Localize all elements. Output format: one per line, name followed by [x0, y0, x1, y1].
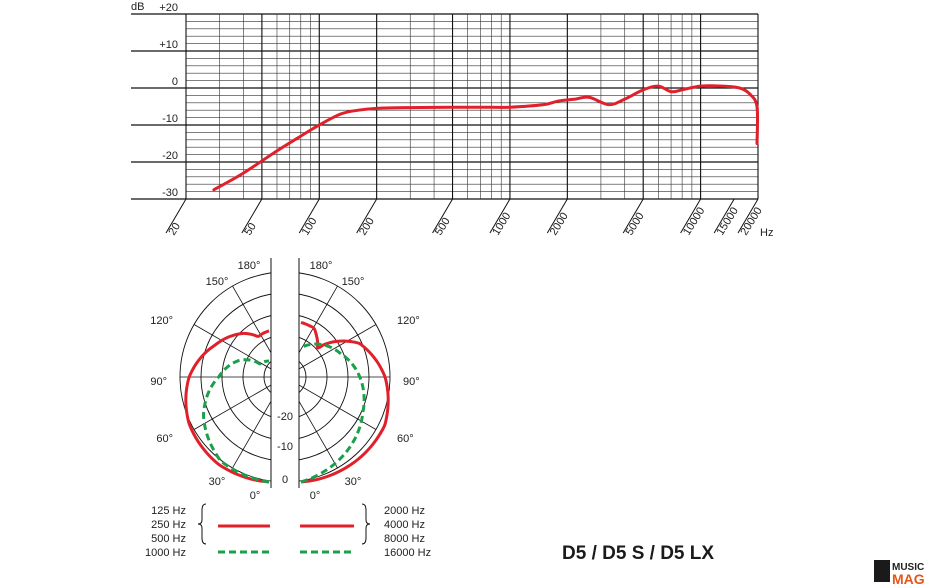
frequency-response-line: [212, 84, 760, 192]
legend-right-label: 2000 Hz: [384, 505, 425, 517]
radial-tick-label: 0: [282, 474, 288, 486]
angle-label-right: 60°: [397, 433, 414, 445]
angle-label-left: 90°: [150, 376, 167, 388]
x-tick-mark: [546, 198, 568, 234]
legend-brace: [361, 503, 371, 545]
x-tick-mark: [489, 198, 511, 234]
polar-curve-solid-right: [300, 320, 390, 484]
angle-label-left: 60°: [156, 433, 173, 445]
legend-right-label: 4000 Hz: [384, 519, 425, 531]
y-tick-label: -20: [162, 150, 178, 162]
angle-label-left: 0°: [250, 490, 261, 502]
x-tick-mark: [622, 198, 644, 234]
legend-brace: [197, 503, 207, 545]
logo-line1: MUSIC: [892, 562, 924, 573]
x-tick-mark: [680, 198, 702, 234]
angle-label-right: 30°: [345, 476, 362, 488]
legend: 125 Hz 250 Hz 500 Hz 1000 Hz 2000 Hz 4000 Hz 8…: [145, 503, 431, 559]
legend-left-label: 125 Hz: [151, 505, 186, 517]
angle-label-right: 150°: [342, 276, 365, 288]
x-tick-label: 100: [300, 216, 320, 238]
x-tick-label: 20: [166, 221, 183, 238]
x-tick-mark: [356, 198, 378, 234]
polar-spoke: [193, 324, 286, 378]
x-tick-mark: [298, 198, 320, 234]
legend-right-label: 16000 Hz: [384, 547, 431, 559]
y-tick-label: 0: [172, 76, 178, 88]
x-tick-mark: [241, 198, 263, 234]
angle-label-right: 0°: [310, 490, 321, 502]
polar-curve-dashed-left: [202, 358, 270, 484]
x-tick-mark: [432, 198, 453, 234]
polar-spoke: [284, 324, 377, 378]
polar-spoke: [193, 376, 286, 430]
polar-pattern: 180° 180° 150° 150° 120° 120° 90° 90° 60° 60° 30° 3…: [150, 258, 420, 502]
angle-label-left: 30°: [209, 476, 226, 488]
legend-left-label: 1000 Hz: [145, 547, 186, 559]
frequency-response-x-ticks: Hz 20 50 100 200 500 1000 2000 5000 10000 1500020…: [166, 205, 773, 239]
x-tick-label: 1000: [490, 210, 513, 237]
x-tick-mark: [165, 198, 187, 234]
angle-label-left: 120°: [150, 315, 173, 327]
frequency-response-y-ticks: dB +20 +10 0 -10 -20 -30: [131, 1, 178, 199]
angle-label-right: 120°: [397, 315, 420, 327]
legend-right-label: 8000 Hz: [384, 533, 425, 545]
x-tick-label: 50: [242, 221, 259, 238]
polar-center: [271, 363, 299, 391]
x-tick-label: 5000: [624, 210, 647, 237]
x-tick-mark: [713, 198, 735, 234]
angle-label-left: 150°: [206, 276, 229, 288]
angle-label-right: 90°: [403, 376, 420, 388]
model-label: D5 / D5 S / D5 LX: [562, 543, 714, 564]
y-tick-label: +10: [159, 39, 178, 51]
y-unit-label: dB: [131, 1, 144, 13]
radial-tick-label: -20: [277, 411, 293, 423]
x-tick-mark: [737, 198, 759, 234]
x-unit-label: Hz: [760, 227, 773, 239]
x-tick-label: 500: [433, 216, 453, 238]
radial-tick-label: -10: [277, 441, 293, 453]
x-tick-label: 10000: [681, 205, 707, 237]
angle-label-right: 180°: [310, 260, 333, 272]
x-tick-label: 2000: [548, 210, 571, 237]
logo-figure-icon: [874, 560, 890, 582]
y-tick-label: -10: [162, 113, 178, 125]
angle-label-left: 180°: [238, 260, 261, 272]
legend-left-label: 250 Hz: [151, 519, 186, 531]
legend-left-label: 500 Hz: [151, 533, 186, 545]
y-tick-label: +20: [159, 2, 178, 14]
x-tick-label: 15000: [715, 205, 741, 237]
frequency-response-grid: [131, 13, 759, 234]
x-tick-label: 200: [357, 216, 377, 238]
polar-curve-solid-left: [184, 329, 270, 484]
musicmag-logo: MUSIC MAG: [874, 560, 925, 587]
logo-line2: MAG: [892, 571, 925, 587]
polar-curve-dashed-right: [300, 342, 366, 484]
y-tick-label: -30: [162, 187, 178, 199]
